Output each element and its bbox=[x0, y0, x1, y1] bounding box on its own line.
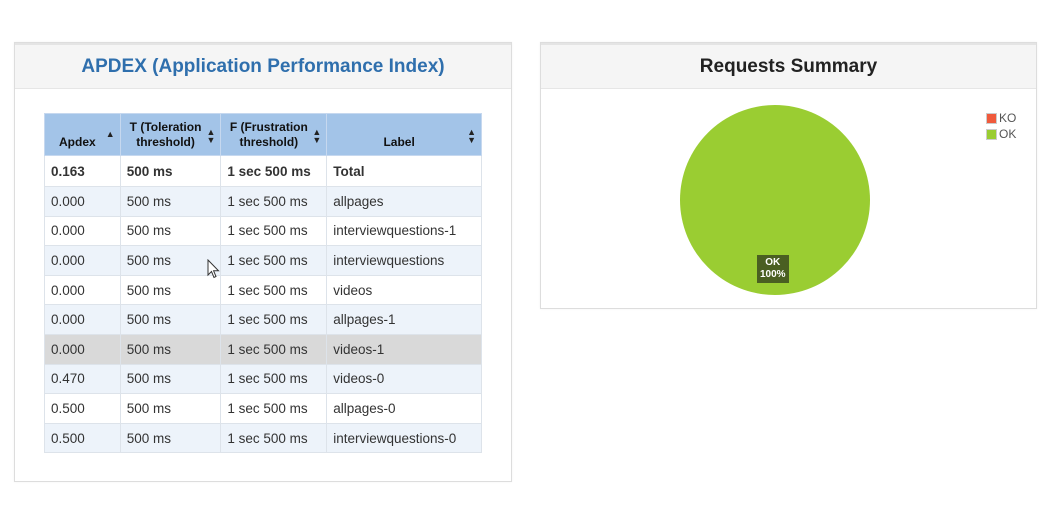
cell-t: 500 ms bbox=[119, 274, 222, 306]
cell-t: 500 ms bbox=[119, 245, 222, 276]
cell-label: allpages-0 bbox=[326, 393, 482, 424]
header-frustration-line1: F (Frustration bbox=[229, 120, 308, 134]
cell-f: 1 sec 500 ms bbox=[220, 215, 328, 247]
pie-slice-percent: 100% bbox=[760, 269, 786, 280]
header-frustration[interactable]: F (Frustration threshold) ▲ ▼ bbox=[220, 113, 328, 156]
cell-label: allpages-1 bbox=[326, 304, 482, 335]
table-row[interactable]: 0.000 500 ms 1 sec 500 ms interviewquestion… bbox=[44, 245, 482, 276]
total-t: 500 ms bbox=[119, 155, 222, 187]
cell-f: 1 sec 500 ms bbox=[220, 363, 328, 395]
apdex-title: APDEX (Application Performance Index) bbox=[15, 43, 511, 89]
table-row[interactable]: 0.470 500 ms 1 sec 500 ms videos-0 bbox=[44, 363, 482, 395]
total-f: 1 sec 500 ms bbox=[220, 155, 328, 187]
sort-both-icon[interactable]: ▲ ▼ bbox=[312, 127, 322, 145]
cell-f: 1 sec 500 ms bbox=[220, 393, 328, 424]
cell-label: interviewquestions bbox=[326, 245, 482, 276]
cell-f: 1 sec 500 ms bbox=[220, 186, 328, 217]
cell-label: videos-1 bbox=[326, 333, 482, 365]
apdex-panel: APDEX (Application Performance Index) Ap… bbox=[14, 42, 512, 482]
sort-asc-icon[interactable]: ▲ bbox=[105, 129, 115, 139]
cell-t: 500 ms bbox=[119, 186, 222, 217]
cell-apdex: 0.500 bbox=[44, 393, 121, 424]
cell-apdex: 0.000 bbox=[44, 304, 121, 335]
apdex-header-row: Apdex ▲ T (Toleration threshold) ▲ ▼ F (F… bbox=[44, 113, 482, 156]
total-row: 0.163 500 ms 1 sec 500 ms Total bbox=[44, 155, 482, 187]
cell-apdex: 0.000 bbox=[44, 333, 121, 365]
table-row[interactable]: 0.500 500 ms 1 sec 500 ms interviewquestion… bbox=[44, 422, 482, 454]
pie-svg bbox=[680, 105, 870, 295]
total-label: Total bbox=[326, 155, 482, 187]
cell-f: 1 sec 500 ms bbox=[220, 304, 328, 335]
sort-both-icon[interactable]: ▲ ▼ bbox=[206, 127, 216, 145]
cell-label: videos bbox=[326, 274, 482, 306]
total-apdex: 0.163 bbox=[44, 155, 121, 187]
header-frustration-line2: threshold) bbox=[239, 135, 299, 149]
requests-summary-panel: Requests Summary OK 100% KO OK bbox=[540, 42, 1037, 309]
table-row[interactable]: 0.000 500 ms 1 sec 500 ms videos bbox=[44, 274, 482, 306]
cell-apdex: 0.000 bbox=[44, 274, 121, 306]
cell-label: interviewquestions-0 bbox=[326, 422, 482, 454]
cell-apdex: 0.470 bbox=[44, 363, 121, 395]
table-row[interactable]: 0.000 500 ms 1 sec 500 ms videos-1 bbox=[44, 333, 482, 365]
cell-label: interviewquestions-1 bbox=[326, 215, 482, 247]
table-row[interactable]: 0.000 500 ms 1 sec 500 ms allpages bbox=[44, 186, 482, 217]
cell-f: 1 sec 500 ms bbox=[220, 274, 328, 306]
pie-legend: KO OK bbox=[986, 110, 1016, 142]
pie-chart bbox=[678, 103, 872, 302]
cell-apdex: 0.000 bbox=[44, 215, 121, 247]
table-row[interactable]: 0.500 500 ms 1 sec 500 ms allpages-0 bbox=[44, 393, 482, 424]
pie-slice-name: OK bbox=[765, 257, 781, 268]
header-toleration-line1: T (Toleration bbox=[129, 120, 202, 134]
legend-swatch bbox=[986, 112, 997, 124]
cell-apdex: 0.000 bbox=[44, 186, 121, 217]
legend-label: OK bbox=[999, 127, 1017, 141]
cell-f: 1 sec 500 ms bbox=[220, 422, 328, 454]
pie-slice-label: OK 100% bbox=[757, 255, 789, 283]
cell-label: videos-0 bbox=[326, 363, 482, 395]
sort-both-icon[interactable]: ▲ ▼ bbox=[467, 127, 476, 145]
header-toleration[interactable]: T (Toleration threshold) ▲ ▼ bbox=[119, 113, 222, 156]
requests-summary-title: Requests Summary bbox=[541, 43, 1036, 89]
table-row[interactable]: 0.000 500 ms 1 sec 500 ms allpages-1 bbox=[44, 304, 482, 335]
cell-t: 500 ms bbox=[119, 363, 222, 395]
table-row[interactable]: 0.000 500 ms 1 sec 500 ms interviewquestion… bbox=[44, 215, 482, 247]
pie-slice-ok[interactable] bbox=[680, 105, 870, 295]
header-label-text: Label bbox=[383, 135, 415, 149]
cell-t: 500 ms bbox=[119, 422, 222, 454]
mouse-cursor-icon bbox=[207, 259, 220, 279]
cell-t: 500 ms bbox=[119, 393, 222, 424]
header-apdex[interactable]: Apdex ▲ bbox=[44, 113, 121, 156]
legend-item-ok[interactable]: OK bbox=[986, 126, 1016, 142]
header-label[interactable]: Label ▲ ▼ bbox=[326, 113, 482, 156]
header-toleration-line2: threshold) bbox=[136, 135, 195, 149]
cell-f: 1 sec 500 ms bbox=[220, 245, 328, 276]
legend-label: KO bbox=[999, 111, 1017, 125]
cell-t: 500 ms bbox=[119, 215, 222, 247]
cell-label: allpages bbox=[326, 186, 482, 217]
cell-f: 1 sec 500 ms bbox=[220, 333, 328, 365]
header-apdex-label: Apdex bbox=[59, 135, 96, 149]
cell-apdex: 0.000 bbox=[44, 245, 121, 276]
legend-swatch bbox=[986, 128, 997, 140]
legend-item-ko[interactable]: KO bbox=[986, 110, 1016, 126]
apdex-table: Apdex ▲ T (Toleration threshold) ▲ ▼ F (F… bbox=[44, 113, 482, 454]
cell-t: 500 ms bbox=[119, 333, 222, 365]
cell-apdex: 0.500 bbox=[44, 422, 121, 454]
cell-t: 500 ms bbox=[119, 304, 222, 335]
